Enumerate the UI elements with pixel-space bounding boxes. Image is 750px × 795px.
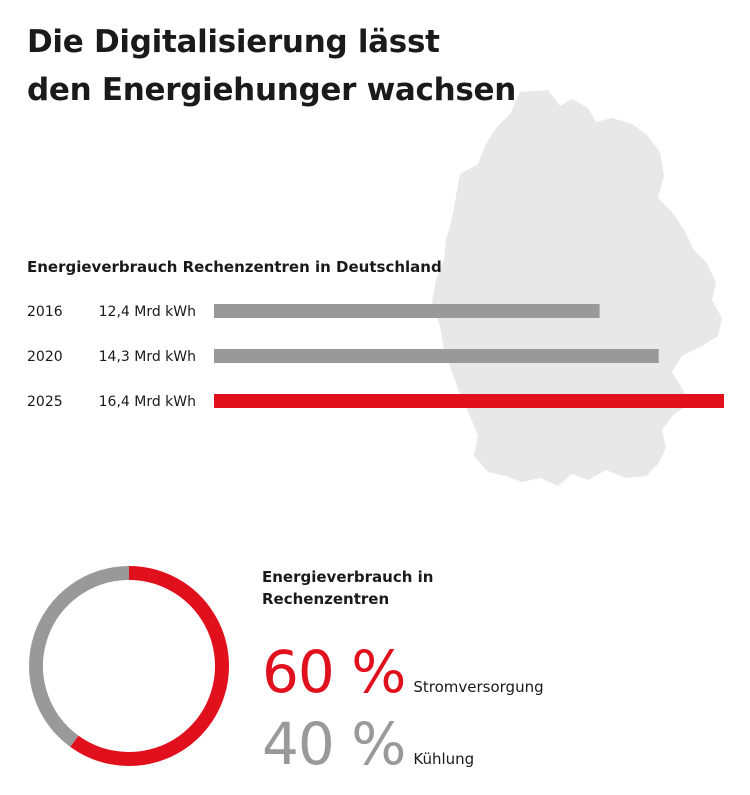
bar-value-label: 12,4 Mrd kWh xyxy=(99,304,196,320)
donut-slice-kuehlung xyxy=(29,566,130,747)
title-line-1: Die Digitalisierung lässt xyxy=(27,24,440,60)
donut-slice-stromversorgung xyxy=(70,566,229,766)
bar-2025 xyxy=(214,394,724,408)
stromversorgung-label: Stromversorgung xyxy=(413,678,544,696)
bar-value-label: 14,3 Mrd kWh xyxy=(99,349,196,365)
bar-year-label: 2020 xyxy=(27,349,63,365)
kuehlung-label: Kühlung xyxy=(413,750,475,768)
stromversorgung-row: 60 % Stromversorgung xyxy=(262,640,544,704)
bar-year-label: 2025 xyxy=(27,394,63,410)
bar-chart-title: Energieverbrauch Rechenzentren in Deutsc… xyxy=(27,258,442,276)
kuehlung-row: 40 % Kühlung xyxy=(262,712,474,776)
page-title: Die Digitalisierung lässt den Energiehun… xyxy=(27,18,587,114)
kuehlung-percent: 40 % xyxy=(262,710,406,778)
bar-year-label: 2016 xyxy=(27,304,63,320)
bar-value-label: 16,4 Mrd kWh xyxy=(99,394,196,410)
stromversorgung-percent: 60 % xyxy=(262,638,406,706)
bar-2020 xyxy=(214,349,659,363)
bar-2016 xyxy=(214,304,600,318)
germany-map-shape xyxy=(432,90,722,486)
donut-chart-title: Energieverbrauch in Rechenzentren xyxy=(262,568,434,608)
title-line-2: den Energiehunger wachsen xyxy=(27,72,517,108)
